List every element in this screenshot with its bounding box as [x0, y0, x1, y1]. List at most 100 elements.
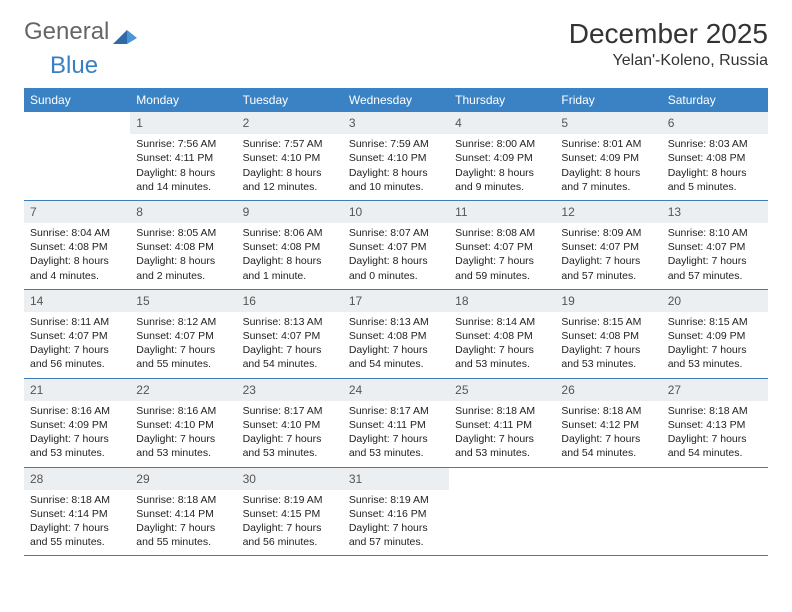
- day-line: and 9 minutes.: [455, 180, 549, 194]
- day-number: 28: [24, 468, 130, 490]
- day-line: Sunrise: 8:00 AM: [455, 137, 549, 151]
- day-body: [24, 134, 130, 143]
- dow-cell: Thursday: [449, 88, 555, 112]
- day-body: Sunrise: 8:08 AMSunset: 4:07 PMDaylight:…: [449, 223, 555, 289]
- day-line: Sunset: 4:13 PM: [668, 418, 762, 432]
- day-line: Sunset: 4:07 PM: [668, 240, 762, 254]
- day-line: Sunrise: 8:19 AM: [243, 493, 337, 507]
- day-body: Sunrise: 8:15 AMSunset: 4:08 PMDaylight:…: [555, 312, 661, 378]
- day-line: Sunrise: 8:16 AM: [136, 404, 230, 418]
- day-number: 18: [449, 290, 555, 312]
- day-line: Sunrise: 8:15 AM: [668, 315, 762, 329]
- day-body: Sunrise: 8:12 AMSunset: 4:07 PMDaylight:…: [130, 312, 236, 378]
- day-body: Sunrise: 8:16 AMSunset: 4:10 PMDaylight:…: [130, 401, 236, 467]
- day-cell: 12Sunrise: 8:09 AMSunset: 4:07 PMDayligh…: [555, 201, 661, 289]
- day-line: Sunrise: 8:16 AM: [30, 404, 124, 418]
- day-line: Sunset: 4:09 PM: [668, 329, 762, 343]
- day-cell: 30Sunrise: 8:19 AMSunset: 4:15 PMDayligh…: [237, 468, 343, 556]
- day-body: Sunrise: 8:13 AMSunset: 4:07 PMDaylight:…: [237, 312, 343, 378]
- day-body: Sunrise: 8:18 AMSunset: 4:11 PMDaylight:…: [449, 401, 555, 467]
- day-line: Daylight: 7 hours: [243, 521, 337, 535]
- day-cell: 9Sunrise: 8:06 AMSunset: 4:08 PMDaylight…: [237, 201, 343, 289]
- day-body: Sunrise: 8:19 AMSunset: 4:15 PMDaylight:…: [237, 490, 343, 556]
- day-cell: 29Sunrise: 8:18 AMSunset: 4:14 PMDayligh…: [130, 468, 236, 556]
- day-cell: 17Sunrise: 8:13 AMSunset: 4:08 PMDayligh…: [343, 290, 449, 378]
- day-cell: 13Sunrise: 8:10 AMSunset: 4:07 PMDayligh…: [662, 201, 768, 289]
- day-line: Sunrise: 7:57 AM: [243, 137, 337, 151]
- day-body: Sunrise: 8:10 AMSunset: 4:07 PMDaylight:…: [662, 223, 768, 289]
- day-body: [662, 490, 768, 499]
- day-line: Sunrise: 8:18 AM: [668, 404, 762, 418]
- day-line: Sunrise: 8:03 AM: [668, 137, 762, 151]
- day-line: Daylight: 7 hours: [349, 432, 443, 446]
- day-line: Daylight: 7 hours: [668, 432, 762, 446]
- logo-text-blue: Blue: [50, 52, 98, 79]
- logo-text-general: General: [24, 18, 109, 46]
- day-cell: 25Sunrise: 8:18 AMSunset: 4:11 PMDayligh…: [449, 379, 555, 467]
- dow-cell: Sunday: [24, 88, 130, 112]
- day-number: 22: [130, 379, 236, 401]
- day-line: Sunset: 4:07 PM: [243, 329, 337, 343]
- day-line: Daylight: 7 hours: [136, 343, 230, 357]
- day-line: Sunset: 4:08 PM: [30, 240, 124, 254]
- day-body: Sunrise: 8:00 AMSunset: 4:09 PMDaylight:…: [449, 134, 555, 200]
- day-line: Sunset: 4:08 PM: [561, 329, 655, 343]
- day-line: Sunrise: 8:12 AM: [136, 315, 230, 329]
- day-line: Sunrise: 8:07 AM: [349, 226, 443, 240]
- day-line: Sunset: 4:09 PM: [30, 418, 124, 432]
- day-body: Sunrise: 7:59 AMSunset: 4:10 PMDaylight:…: [343, 134, 449, 200]
- day-line: Sunrise: 8:09 AM: [561, 226, 655, 240]
- logo: General: [24, 18, 139, 46]
- day-number: 21: [24, 379, 130, 401]
- day-number: 16: [237, 290, 343, 312]
- day-line: Sunrise: 7:56 AM: [136, 137, 230, 151]
- day-cell: [24, 112, 130, 200]
- day-line: Daylight: 7 hours: [455, 254, 549, 268]
- day-line: and 57 minutes.: [668, 269, 762, 283]
- day-line: Sunrise: 7:59 AM: [349, 137, 443, 151]
- day-body: Sunrise: 8:18 AMSunset: 4:12 PMDaylight:…: [555, 401, 661, 467]
- day-body: Sunrise: 8:17 AMSunset: 4:11 PMDaylight:…: [343, 401, 449, 467]
- day-line: Sunrise: 8:13 AM: [243, 315, 337, 329]
- day-cell: 6Sunrise: 8:03 AMSunset: 4:08 PMDaylight…: [662, 112, 768, 200]
- day-cell: 10Sunrise: 8:07 AMSunset: 4:07 PMDayligh…: [343, 201, 449, 289]
- day-body: Sunrise: 8:19 AMSunset: 4:16 PMDaylight:…: [343, 490, 449, 556]
- day-number: 6: [662, 112, 768, 134]
- day-line: Daylight: 7 hours: [561, 432, 655, 446]
- day-number: [449, 468, 555, 490]
- dow-cell: Tuesday: [237, 88, 343, 112]
- day-cell: 16Sunrise: 8:13 AMSunset: 4:07 PMDayligh…: [237, 290, 343, 378]
- day-number: 13: [662, 201, 768, 223]
- day-body: Sunrise: 8:03 AMSunset: 4:08 PMDaylight:…: [662, 134, 768, 200]
- day-number: 9: [237, 201, 343, 223]
- day-line: Sunset: 4:12 PM: [561, 418, 655, 432]
- day-cell: 18Sunrise: 8:14 AMSunset: 4:08 PMDayligh…: [449, 290, 555, 378]
- day-number: 4: [449, 112, 555, 134]
- day-line: Daylight: 7 hours: [561, 343, 655, 357]
- day-number: [24, 112, 130, 134]
- day-line: and 55 minutes.: [136, 535, 230, 549]
- day-body: Sunrise: 8:18 AMSunset: 4:13 PMDaylight:…: [662, 401, 768, 467]
- day-number: 3: [343, 112, 449, 134]
- day-line: Daylight: 7 hours: [349, 343, 443, 357]
- day-line: and 56 minutes.: [243, 535, 337, 549]
- day-line: Sunrise: 8:18 AM: [30, 493, 124, 507]
- day-body: Sunrise: 8:16 AMSunset: 4:09 PMDaylight:…: [24, 401, 130, 467]
- day-line: and 54 minutes.: [243, 357, 337, 371]
- day-cell: 31Sunrise: 8:19 AMSunset: 4:16 PMDayligh…: [343, 468, 449, 556]
- day-cell: [662, 468, 768, 556]
- day-body: [555, 490, 661, 499]
- day-body: Sunrise: 8:06 AMSunset: 4:08 PMDaylight:…: [237, 223, 343, 289]
- day-number: 25: [449, 379, 555, 401]
- day-line: Sunset: 4:07 PM: [30, 329, 124, 343]
- day-line: and 53 minutes.: [455, 446, 549, 460]
- day-cell: 3Sunrise: 7:59 AMSunset: 4:10 PMDaylight…: [343, 112, 449, 200]
- day-line: and 4 minutes.: [30, 269, 124, 283]
- week-row: 28Sunrise: 8:18 AMSunset: 4:14 PMDayligh…: [24, 468, 768, 557]
- day-number: 8: [130, 201, 236, 223]
- dow-cell: Monday: [130, 88, 236, 112]
- day-cell: 27Sunrise: 8:18 AMSunset: 4:13 PMDayligh…: [662, 379, 768, 467]
- day-line: Daylight: 8 hours: [30, 254, 124, 268]
- day-number: 26: [555, 379, 661, 401]
- day-body: Sunrise: 7:57 AMSunset: 4:10 PMDaylight:…: [237, 134, 343, 200]
